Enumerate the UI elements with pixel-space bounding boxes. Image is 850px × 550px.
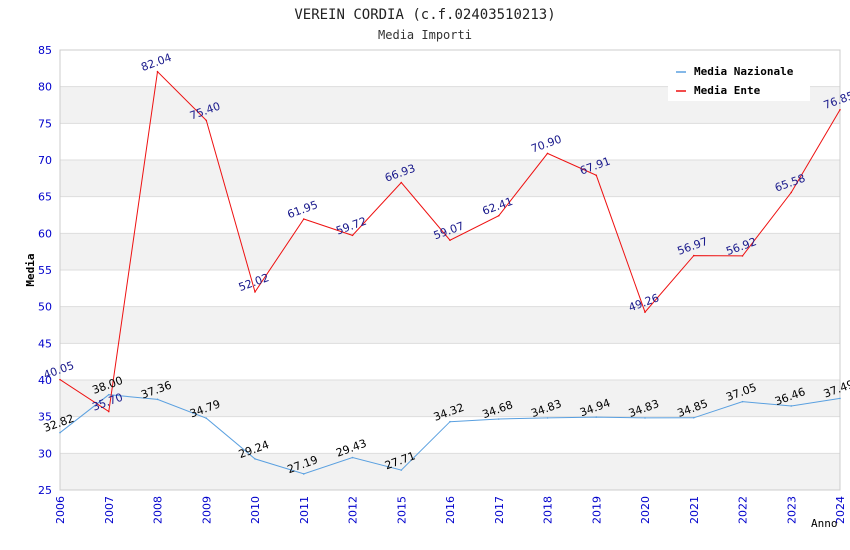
data-point	[497, 214, 500, 217]
data-point	[302, 218, 305, 220]
data-point	[497, 418, 500, 420]
y-tick-label: 45	[38, 337, 52, 350]
data-label: 62.41	[481, 195, 515, 218]
data-point	[741, 255, 744, 257]
data-label: 70.90	[529, 133, 563, 156]
data-point	[351, 234, 354, 237]
y-tick-label: 65	[38, 191, 52, 204]
y-tick-label: 60	[38, 227, 52, 240]
data-point	[692, 254, 695, 257]
x-tick-label: 2015	[395, 496, 408, 524]
data-point	[595, 174, 598, 177]
plot-band	[60, 233, 840, 270]
y-tick-label: 30	[38, 447, 52, 460]
data-point	[59, 431, 61, 434]
legend-label-nazionale: Media Nazionale	[694, 65, 794, 78]
plot-bands	[60, 86, 840, 490]
data-point	[351, 456, 354, 459]
data-point	[400, 469, 403, 471]
data-point	[205, 119, 208, 122]
y-tick-label: 85	[38, 44, 52, 57]
data-point	[156, 398, 159, 401]
x-tick-label: 2024	[834, 496, 847, 524]
data-point	[205, 417, 208, 420]
series-layer	[59, 70, 841, 475]
data-point	[839, 108, 841, 111]
x-tick-label: 2016	[444, 496, 457, 524]
x-tick-label: 2010	[249, 496, 262, 524]
x-tick-label: 2021	[688, 496, 701, 524]
data-label: 40.05	[42, 359, 76, 382]
data-point	[254, 458, 256, 460]
data-point	[595, 416, 598, 418]
data-point	[254, 291, 256, 293]
y-tick-label: 75	[38, 117, 52, 130]
data-point	[546, 152, 549, 155]
plot-band	[60, 380, 840, 417]
data-label: 61.95	[286, 198, 320, 221]
data-point	[156, 70, 159, 73]
legend-label-ente: Media Ente	[694, 84, 761, 97]
y-axis-label: Media	[24, 253, 37, 286]
data-point	[59, 378, 61, 381]
data-point	[644, 417, 646, 419]
data-point	[790, 405, 793, 407]
plot-band	[60, 306, 840, 344]
y-tick-label: 55	[38, 264, 52, 277]
y-tick-label: 70	[38, 154, 52, 167]
x-axis-ticks: 2006 2007 2008 2009 2010 2011 2012 2015 2016 2017…	[54, 496, 847, 524]
chart-title: VEREIN CORDIA (c.f.02403510213)	[294, 7, 555, 23]
y-tick-label: 40	[38, 374, 52, 387]
data-point	[741, 400, 744, 403]
x-tick-label: 2007	[103, 496, 116, 524]
plot-band	[60, 453, 840, 490]
x-tick-label: 2019	[590, 496, 603, 524]
x-tick-label: 2009	[200, 496, 213, 524]
data-label: 82.04	[139, 51, 173, 74]
x-tick-label: 2023	[785, 496, 798, 524]
data-point	[692, 416, 695, 419]
y-tick-label: 35	[38, 411, 52, 424]
x-tick-label: 2020	[639, 496, 652, 524]
y-tick-label: 80	[38, 81, 52, 94]
x-tick-label: 2008	[152, 496, 165, 524]
legend-box	[668, 60, 810, 101]
data-point	[400, 181, 403, 184]
x-tick-label: 2011	[298, 496, 311, 524]
data-point	[546, 417, 549, 419]
y-tick-label: 25	[38, 484, 52, 497]
x-tick-label: 2022	[737, 496, 750, 524]
y-axis-ticks: 25 30 35 40 45 50 55 60 65 70 75 80 85	[38, 44, 52, 497]
x-tick-label: 2017	[493, 496, 506, 524]
data-point	[107, 393, 110, 396]
x-tick-label: 2006	[54, 496, 67, 524]
data-point	[644, 311, 646, 313]
data-point	[302, 473, 305, 475]
data-point	[449, 239, 451, 241]
y-tick-label: 50	[38, 301, 52, 314]
data-point	[839, 397, 841, 400]
plot-band	[60, 160, 840, 197]
plot-area-border	[59, 49, 841, 491]
x-tick-label: 2012	[347, 496, 360, 524]
data-point	[107, 410, 110, 413]
x-axis-label: Anno	[811, 517, 838, 530]
data-label: 52.02	[237, 271, 271, 294]
chart-subtitle: Media Importi	[378, 28, 472, 42]
legend: Media Nazionale Media Ente	[668, 60, 810, 101]
x-tick-label: 2018	[542, 496, 555, 524]
data-point	[790, 191, 793, 194]
data-point	[449, 420, 451, 423]
